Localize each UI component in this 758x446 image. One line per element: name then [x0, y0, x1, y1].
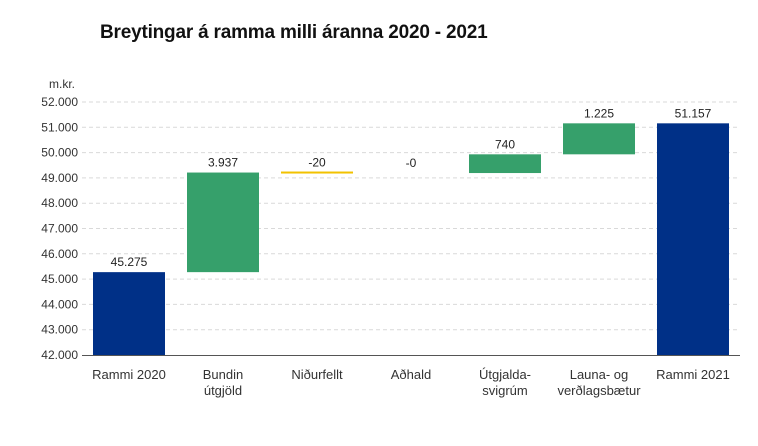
- gridlines: [82, 101, 740, 331]
- y-axis: 42.000 43.000 44.000 45.000 46.000 47.000 48.0…: [41, 95, 740, 362]
- bar: [93, 272, 165, 355]
- bars: [93, 123, 729, 355]
- y-tick-label: 49.000: [41, 171, 78, 185]
- chart-title: Breytingar á ramma milli áranna 2020 - 2…: [100, 22, 488, 43]
- bar: [469, 154, 541, 174]
- y-tick-label: 47.000: [41, 222, 78, 236]
- data-label: -0: [406, 156, 417, 170]
- y-tick-label: 48.000: [41, 196, 78, 210]
- x-tick-label: Launa- og: [570, 367, 629, 382]
- x-tick-label: svigrúm: [482, 383, 528, 398]
- data-label: 3.937: [208, 156, 238, 170]
- bar: [187, 172, 259, 273]
- bar: [657, 123, 729, 355]
- y-axis-unit-label: m.kr.: [49, 77, 75, 91]
- x-tick-label: Útgjalda-: [479, 367, 531, 382]
- y-tick-label: 51.000: [41, 120, 78, 134]
- y-tick-label: 45.000: [41, 272, 78, 286]
- x-tick-label: Bundin: [203, 367, 243, 382]
- x-tick-label: útgjöld: [204, 383, 242, 398]
- x-tick-label: verðlagsbætur: [557, 383, 641, 398]
- data-label: 51.157: [675, 106, 712, 120]
- bar: [281, 171, 353, 174]
- data-labels: 45.275 3.937 -20 -0 740 1.225 51.157: [111, 106, 712, 269]
- y-tick-label: 44.000: [41, 297, 78, 311]
- y-tick-label: 43.000: [41, 323, 78, 337]
- data-label: -20: [308, 156, 326, 170]
- data-label: 45.275: [111, 255, 148, 269]
- y-tick-label: 42.000: [41, 348, 78, 362]
- y-tick-label: 46.000: [41, 247, 78, 261]
- x-tick-label: Niðurfellt: [291, 367, 343, 382]
- y-tick-label: 52.000: [41, 95, 78, 109]
- y-tick-label: 50.000: [41, 146, 78, 160]
- bar: [563, 123, 635, 155]
- x-tick-label: Rammi 2021: [656, 367, 730, 382]
- x-tick-label: Rammi 2020: [92, 367, 166, 382]
- data-label: 1.225: [584, 106, 614, 120]
- x-tick-label: Aðhald: [391, 367, 431, 382]
- data-label: 740: [495, 137, 515, 151]
